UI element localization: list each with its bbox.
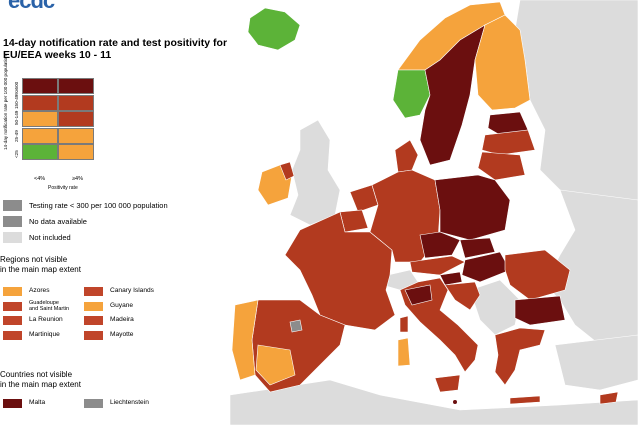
matrix-y-tick: <25 — [14, 150, 19, 158]
region-label: Canary Islands — [110, 287, 154, 294]
non-included-land-north — [514, 0, 638, 206]
matrix-cell — [58, 144, 94, 160]
non-included-land-turkey — [554, 334, 638, 391]
latvia — [481, 129, 536, 156]
denmark — [394, 139, 419, 173]
matrix-cell — [58, 78, 94, 94]
matrix-cell — [58, 127, 94, 144]
romania — [504, 249, 571, 301]
region-swatch — [3, 301, 22, 311]
region-label: Martinique — [29, 330, 60, 338]
legend-label: Not included — [29, 233, 71, 242]
slovakia — [459, 237, 496, 259]
matrix-cell — [58, 111, 94, 127]
country-swatch — [3, 399, 22, 408]
italy-dark-north — [404, 284, 433, 306]
matrix-y-tick: 25-49 — [14, 129, 19, 142]
region-label: Guadeloupe and Saint Martin — [29, 299, 70, 312]
region-swatch — [84, 316, 103, 325]
matrix-cell — [22, 78, 58, 94]
legend-swatch — [3, 200, 22, 211]
matrix-x-tick: <4% — [34, 176, 46, 182]
portugal — [231, 299, 259, 381]
region-swatch — [84, 301, 103, 311]
region-label: La Reunion — [29, 316, 63, 323]
lithuania — [477, 151, 526, 181]
matrix-cell — [22, 111, 58, 127]
legend-label: No data available — [29, 217, 87, 226]
non-included-land-africa — [229, 379, 638, 425]
legend-swatch — [3, 232, 22, 243]
matrix-cell — [22, 144, 58, 160]
croatia — [444, 281, 481, 311]
region-label: Mayotte — [110, 330, 134, 338]
austria — [409, 255, 466, 276]
spain-orange-region — [255, 344, 296, 386]
iceland — [247, 7, 301, 51]
spain-grey-region — [289, 319, 303, 333]
poland — [434, 174, 511, 241]
region-swatch — [84, 287, 103, 296]
matrix-cell — [22, 94, 58, 111]
norway-south — [392, 69, 431, 119]
corsica — [399, 315, 409, 333]
slovenia — [439, 271, 463, 286]
map-title: 14-day notification rate and test positi… — [3, 37, 228, 61]
region-label: Madeira — [110, 316, 134, 323]
france — [284, 211, 396, 331]
matrix-y-axis-label: 14-day notification rate per 100 000 pop… — [3, 55, 8, 150]
czechia — [419, 231, 461, 259]
region-swatch — [84, 330, 103, 340]
matrix-x-tick: ≥4% — [72, 176, 83, 182]
ecdc-logo: ecdc — [2, 0, 82, 24]
crete — [509, 395, 541, 405]
logo-text: ecdc — [8, 0, 55, 13]
legend-label: Testing rate < 300 per 100 000 populatio… — [29, 201, 168, 210]
region-label: Azores — [29, 287, 50, 294]
hungary — [461, 251, 511, 283]
country-swatch — [84, 399, 103, 408]
legend-swatch — [3, 216, 22, 227]
region-label: Guyane — [110, 301, 134, 309]
matrix-cell — [58, 94, 94, 111]
country-label: Malta — [29, 399, 46, 406]
region-swatch — [3, 287, 22, 296]
region-swatch — [3, 330, 22, 340]
non-included-land-balkans — [469, 279, 521, 336]
malta-dot — [453, 400, 457, 404]
regions-heading: Regions not visible in the main map exte… — [0, 255, 81, 274]
sardinia — [397, 337, 411, 367]
matrix-x-axis-label: Positivity rate — [48, 185, 78, 191]
northern-ireland-region — [279, 161, 295, 181]
matrix-y-tick: 150-499 — [14, 91, 19, 109]
non-included-land-uk — [289, 119, 341, 226]
country-label: Liechtenstein — [110, 399, 149, 406]
region-swatch — [3, 316, 22, 325]
bulgaria — [514, 295, 566, 326]
countries-heading: Countries not visible in the main map ex… — [0, 370, 81, 389]
finland — [474, 14, 531, 111]
non-included-land-east — [544, 189, 638, 351]
matrix-cell — [22, 127, 58, 144]
greece — [494, 327, 546, 386]
matrix-y-tick: ≥500 — [14, 81, 19, 92]
sweden — [419, 24, 486, 166]
sicily — [434, 374, 461, 393]
matrix-y-tick: 50-149 — [14, 110, 19, 125]
cyprus — [599, 391, 619, 405]
